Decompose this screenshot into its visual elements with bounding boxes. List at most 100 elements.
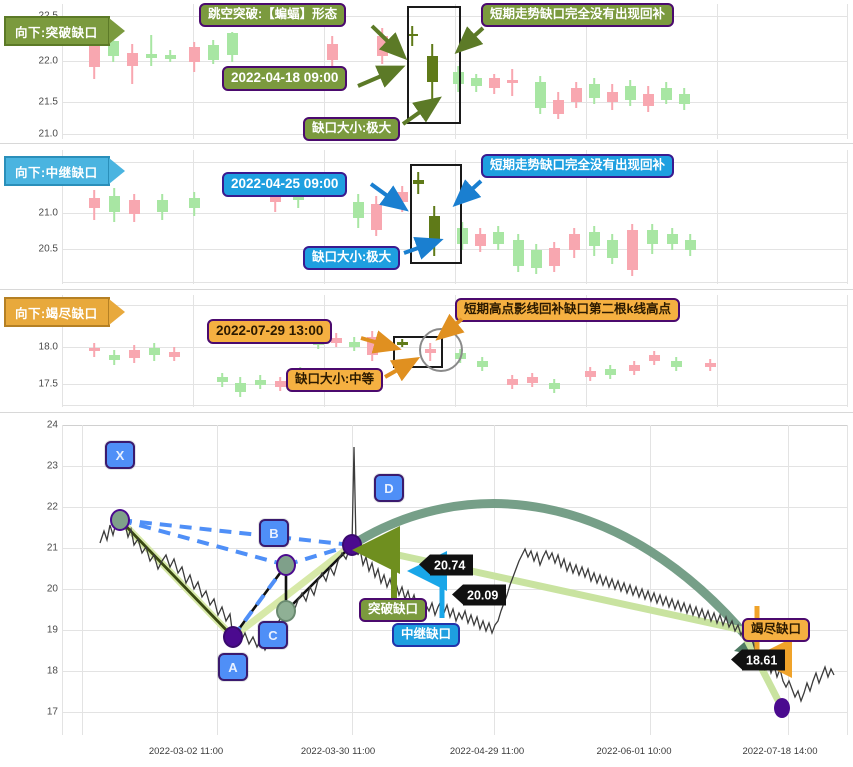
- candle-body: [684, 240, 696, 250]
- y-tick: 23: [46, 460, 58, 472]
- point-label-x: X: [105, 441, 135, 469]
- gridline: [847, 425, 848, 735]
- gridline: [62, 548, 848, 549]
- candle-body: [588, 84, 600, 98]
- candle-body: [452, 72, 464, 84]
- candlestick: [570, 82, 582, 108]
- candle-wick: [150, 35, 152, 66]
- x-tick: 2022-07-18 14:00: [742, 746, 818, 757]
- candle-body: [207, 45, 219, 60]
- gridline: [847, 295, 848, 407]
- candle-body: [704, 363, 716, 367]
- candle-body: [670, 361, 682, 367]
- candlestick: [704, 359, 716, 371]
- point-label-d: D: [374, 474, 404, 502]
- main-tag-runaway: 中继缺口: [392, 623, 461, 647]
- point-marker-a: [223, 626, 243, 648]
- y-tick: 17.5: [38, 378, 58, 390]
- main-price-series: [99, 446, 835, 712]
- candlestick: [604, 365, 616, 379]
- candle-body: [626, 230, 638, 270]
- candlestick: [456, 222, 468, 250]
- candlestick: [216, 373, 228, 387]
- annotation-datetime: 2022-04-18 09:00: [222, 66, 348, 91]
- candle-body: [568, 234, 580, 250]
- y-tick: 20.5: [38, 243, 58, 255]
- point-label-a: A: [218, 653, 248, 681]
- annotation-datetime: 2022-07-29 13:00: [207, 319, 333, 344]
- candlestick: [376, 28, 388, 64]
- price-flag-runaway: 20.09: [452, 584, 507, 606]
- runaway-gap-panel: 21.0 20.5 向下:中继缺口 2022-04-25 09:00 缺口大小:…: [0, 146, 853, 290]
- gridline: [62, 671, 848, 672]
- candle-body: [678, 94, 690, 104]
- candlestick: [128, 345, 140, 363]
- gridline: [62, 712, 848, 713]
- main-gap-arrows: [352, 526, 792, 678]
- candle-body: [406, 34, 418, 36]
- panel1-banner: 向下:突破缺口: [4, 16, 125, 46]
- candlestick: [254, 375, 266, 389]
- price-flag-value: 18.61: [746, 653, 778, 667]
- candle-body: [376, 36, 388, 56]
- gridline: [586, 4, 587, 139]
- panel2-candles: [62, 150, 848, 284]
- candlestick: [207, 40, 219, 64]
- x-tick: 2022-06-01 10:00: [596, 746, 672, 757]
- candlestick: [188, 42, 200, 72]
- x-tick: 2022-04-29 11:00: [449, 746, 525, 757]
- candlestick: [548, 379, 560, 393]
- gridline: [193, 150, 194, 284]
- gridline: [62, 425, 848, 426]
- gap-highlight-circle: [419, 328, 463, 372]
- candlestick: [108, 350, 120, 365]
- y-tick: 21: [46, 542, 58, 554]
- candlestick: [506, 69, 518, 96]
- candlestick: [512, 234, 524, 272]
- gridline: [717, 4, 718, 139]
- candlestick: [648, 351, 660, 365]
- point-marker-c: [276, 600, 296, 622]
- gridline: [847, 4, 848, 139]
- candlestick: [476, 357, 488, 371]
- projection-line-light: [116, 516, 356, 642]
- gap-highlight-rect: [407, 6, 461, 124]
- candle-body: [164, 55, 176, 59]
- candle-body: [330, 338, 342, 343]
- candle-body: [396, 192, 408, 202]
- main-tag-breakaway: 突破缺口: [359, 598, 428, 622]
- gridline: [717, 150, 718, 284]
- gridline: [650, 425, 651, 735]
- y-tick: 20: [46, 583, 58, 595]
- price-flag-value: 20.09: [467, 588, 499, 602]
- price-flag-value: 20.74: [434, 558, 466, 572]
- annotation-datetime: 2022-04-25 09:00: [222, 172, 348, 197]
- candle-body: [530, 250, 542, 268]
- candlestick: [588, 226, 600, 256]
- candlestick: [164, 50, 176, 62]
- gridline: [586, 150, 587, 284]
- flag-arrow-icon: [731, 649, 742, 670]
- candlestick: [470, 74, 482, 92]
- candle-body: [570, 88, 582, 102]
- candlestick: [326, 36, 338, 66]
- xabcd-line: [119, 519, 353, 640]
- candlestick: [88, 34, 100, 79]
- candlestick: [366, 331, 378, 361]
- candlestick: [552, 92, 564, 119]
- candle-body: [188, 198, 200, 208]
- annotation-shadow-fill: 短期高点影线回补缺口第二根k线高点: [455, 298, 680, 322]
- harmonic-dashed: [119, 518, 353, 547]
- main-plot: X A B C D: [62, 425, 848, 735]
- candle-body: [548, 383, 560, 389]
- gridline: [324, 295, 325, 407]
- candlestick: [168, 347, 180, 361]
- candlestick: [474, 228, 486, 252]
- candlestick: [626, 224, 638, 276]
- candle-body: [506, 379, 518, 385]
- candle-body: [352, 202, 364, 218]
- candlestick: [428, 206, 440, 256]
- main-price-panel: X A B C D: [0, 415, 853, 767]
- candle-body: [648, 355, 660, 361]
